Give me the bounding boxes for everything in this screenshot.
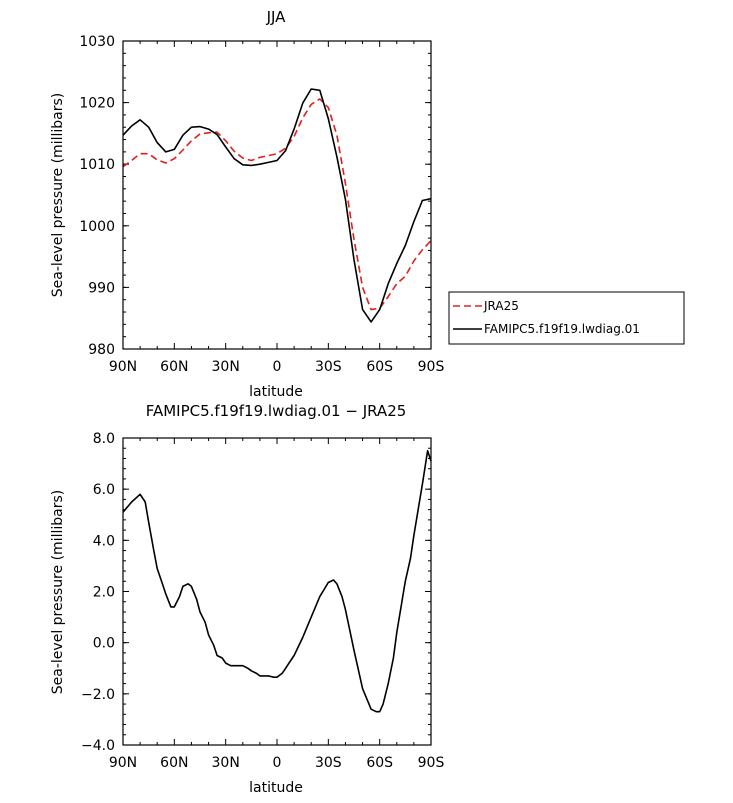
legend-label-jra25: JRA25	[483, 299, 519, 313]
x-tick-label: 30S	[315, 359, 342, 375]
plot-frame	[122, 437, 432, 746]
x-tick-label: 90S	[418, 359, 445, 375]
y-tick-label: 2.0	[93, 585, 115, 601]
tick-labels: 90N 60N 30N 0 30S 60S 90S 980 990 1000 1010 1020 103…	[79, 34, 444, 375]
x-tick-label: 0	[273, 359, 282, 375]
series-line-difference	[122, 450, 432, 713]
x-tick-label: 30N	[212, 755, 240, 771]
legend-label-model: FAMIPC5.f19f19.lwdiag.01	[484, 322, 640, 336]
y-tick-label: 8.0	[93, 431, 115, 447]
y-tick-label: 6.0	[93, 482, 115, 498]
series-line-jra25	[122, 98, 432, 311]
x-tick-label: 0	[273, 755, 282, 771]
y-tick-label: −4.0	[81, 738, 115, 754]
x-tick-label: 90N	[109, 755, 137, 771]
x-tick-label: 60S	[366, 359, 393, 375]
panel-bottom: FAMIPC5.f19f19.lwdiag.01 − JRA25 90N 60N 3…	[50, 402, 444, 796]
plot-frame	[122, 40, 432, 350]
x-tick-label: 60S	[366, 755, 393, 771]
tick-labels: 90N 60N 30N 0 30S 60S 90S −4.0 −2.0 0.0 2.0 4.0 6.0 8…	[81, 431, 444, 771]
panel-top: JJA 90N 60N 30N 0 30S 60S 90S 980 990 1000 1010 102…	[50, 8, 444, 400]
y-tick-label: −2.0	[81, 687, 115, 703]
legend-box	[448, 291, 685, 345]
x-tick-label: 30S	[315, 755, 342, 771]
series-lines	[122, 88, 432, 323]
x-axis-label: latitude	[249, 780, 303, 796]
y-tick-label: 980	[88, 342, 115, 358]
series-lines	[122, 450, 432, 713]
x-tick-label: 60N	[160, 755, 188, 771]
x-tick-label: 90S	[418, 755, 445, 771]
legend: JRA25 FAMIPC5.f19f19.lwdiag.01	[448, 291, 685, 345]
y-tick-label: 0.0	[93, 636, 115, 652]
y-tick-label: 990	[88, 280, 115, 296]
x-tick-label: 30N	[212, 359, 240, 375]
y-tick-label: 1030	[79, 34, 115, 50]
y-axis-label: Sea-level pressure (millibars)	[50, 490, 66, 694]
y-axis-label: Sea-level pressure (millibars)	[50, 93, 66, 297]
y-tick-label: 1000	[79, 219, 115, 235]
chart-title: FAMIPC5.f19f19.lwdiag.01 − JRA25	[146, 402, 407, 420]
x-tick-label: 90N	[109, 359, 137, 375]
chart-title: JJA	[266, 8, 287, 26]
y-tick-label: 4.0	[93, 533, 115, 549]
y-tick-label: 1010	[79, 157, 115, 173]
x-tick-label: 60N	[160, 359, 188, 375]
y-tick-label: 1020	[79, 96, 115, 112]
x-axis-label: latitude	[249, 384, 303, 400]
ticks	[122, 40, 432, 350]
series-line-famipc5-f19f19-lwdiag-01	[122, 88, 432, 323]
